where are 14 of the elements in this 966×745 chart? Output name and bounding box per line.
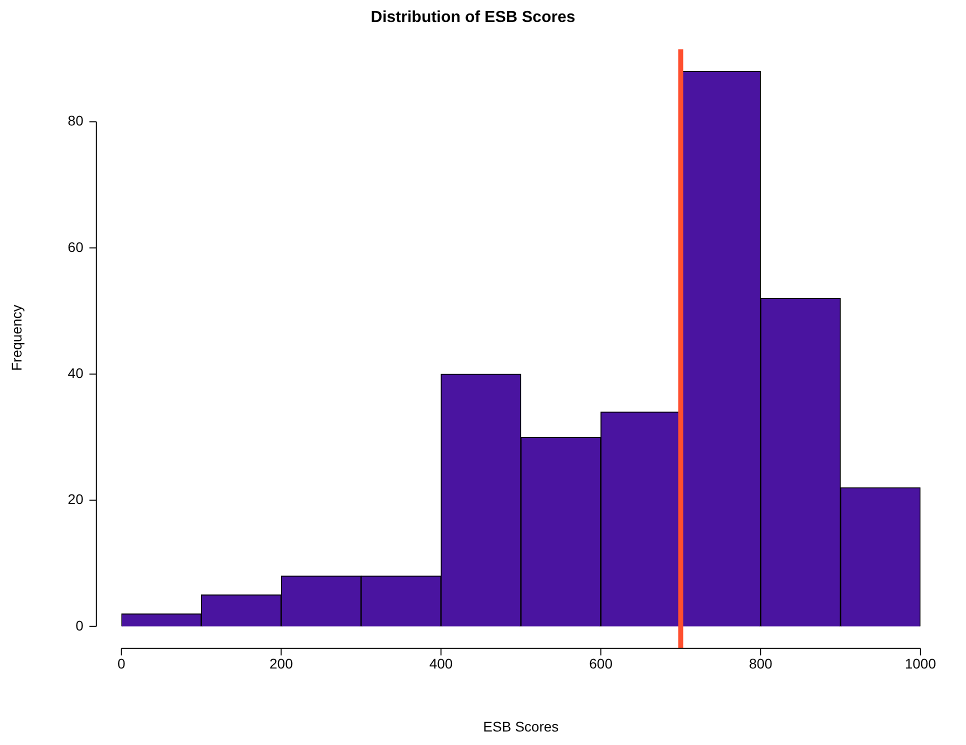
y-tick-label: 40 <box>68 364 84 381</box>
x-axis-title: ESB Scores <box>483 718 559 734</box>
chart-title: Distribution of ESB Scores <box>370 9 576 26</box>
x-tick-label: 1000 <box>904 656 936 672</box>
x-tick-label: 400 <box>429 656 453 672</box>
y-tick-label: 20 <box>68 491 84 508</box>
y-axis-title: Frequency <box>8 304 24 371</box>
x-tick-label: 600 <box>589 656 613 672</box>
x-tick-label: 0 <box>117 656 126 672</box>
x-tick-label: 800 <box>748 656 773 672</box>
y-tick-label: 80 <box>68 112 84 129</box>
y-tick-label: 60 <box>68 238 84 255</box>
x-tick-label: 200 <box>270 656 294 672</box>
y-tick-label: 0 <box>76 617 84 634</box>
